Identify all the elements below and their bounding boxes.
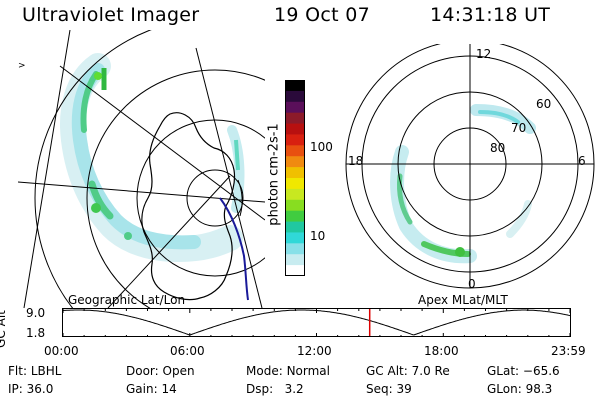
mlt-label-0: 0 xyxy=(468,277,476,291)
colorbar-stripe xyxy=(285,199,305,212)
color-scale-bar xyxy=(285,80,305,276)
glon-value: 98.3 xyxy=(525,382,553,396)
geographic-map: > xyxy=(18,30,265,308)
timeline-xtick-0600: 06:00 xyxy=(170,344,205,358)
timeline-ytick-max: 9.0 xyxy=(26,306,46,320)
image-date: 19 Oct 07 xyxy=(274,4,370,26)
instrument-title: Ultraviolet Imager xyxy=(22,4,200,26)
map-corner-mark: > xyxy=(18,61,26,71)
door-label: Door: xyxy=(126,364,159,378)
geographic-grid xyxy=(18,30,265,308)
antarctica-coastline xyxy=(141,112,236,301)
dsp-value: 3.2 xyxy=(284,382,304,396)
timeline-tick-marks xyxy=(62,309,571,337)
colorbar-stripe xyxy=(285,167,305,179)
colorbar-stripe xyxy=(285,112,305,125)
mlat-label-70: 70 xyxy=(511,121,527,135)
colorbar-stripe xyxy=(285,254,305,266)
aurora-emission-polar xyxy=(390,104,536,264)
colorbar-stripe xyxy=(285,221,305,234)
gain-value: 14 xyxy=(161,382,177,396)
seq-label: Seq: xyxy=(366,382,393,396)
geographic-map-content xyxy=(18,30,265,308)
colorbar-stripe xyxy=(285,188,305,201)
timeline-ytick-min: 1.8 xyxy=(26,326,46,340)
mlat-mlt-polar-plot xyxy=(345,44,595,289)
gain-label: Gain: xyxy=(126,382,158,396)
glat-label: GLat: xyxy=(487,364,520,378)
timeline-xtick-2359: 23:59 xyxy=(551,344,586,358)
colorbar-stripe xyxy=(285,243,305,255)
glon-label: GLon: xyxy=(487,382,522,396)
dsp-label: Dsp: xyxy=(246,382,274,396)
mode-label: Mode: xyxy=(246,364,283,378)
colorbar-stripe xyxy=(285,80,305,92)
altitude-timeline xyxy=(62,308,571,337)
mlat-label-80: 80 xyxy=(490,141,506,155)
colorbar-unit-label: photon cm-2s-1 xyxy=(266,123,282,226)
image-time: 14:31:18 UT xyxy=(430,4,551,26)
filter-value: LBHL xyxy=(30,364,62,378)
filter-label: Flt: xyxy=(8,364,27,378)
door-value: Open xyxy=(162,364,195,378)
altitude-curve xyxy=(62,309,571,336)
polar-plot-label: Apex MLat/MLT xyxy=(418,293,508,307)
colorbar-stripe xyxy=(285,178,305,190)
timeline-xtick-0000: 00:00 xyxy=(44,344,79,358)
geographic-map-label: Geographic Lat/Lon xyxy=(68,293,186,307)
mode-value: Normal xyxy=(286,364,330,378)
colorbar-stripe xyxy=(285,156,305,168)
gc-alt-label: GC Alt: xyxy=(366,364,408,378)
timeline-xtick-1800: 18:00 xyxy=(424,344,459,358)
colorbar-stripe xyxy=(285,265,305,276)
seq-value: 39 xyxy=(396,382,412,396)
mlt-label-6: 6 xyxy=(578,154,586,168)
colorbar-stripe xyxy=(285,101,305,114)
colorbar-stripe xyxy=(285,123,305,136)
mlt-label-18: 18 xyxy=(348,154,364,168)
colorbar-stripe xyxy=(285,134,305,146)
colorbar-stripe xyxy=(285,90,305,103)
ip-value: 36.0 xyxy=(26,382,54,396)
aurora-emission-geo xyxy=(60,53,245,262)
timeline-axis-title: GC Alt xyxy=(0,310,8,348)
colorbar-tick-10: 10 xyxy=(310,229,326,243)
polar-grid xyxy=(345,44,595,289)
satellite-track xyxy=(219,197,249,301)
coastline-segment xyxy=(237,179,243,217)
mlat-label-60: 60 xyxy=(536,97,552,111)
gc-alt-value: 7.0 Re xyxy=(411,364,450,378)
ip-label: IP: xyxy=(8,382,23,396)
mlt-label-12: 12 xyxy=(476,47,492,61)
colorbar-tick-100: 100 xyxy=(310,140,333,154)
colorbar-stripe xyxy=(285,145,305,157)
colorbar-stripe xyxy=(285,232,305,244)
timeline-xtick-1200: 12:00 xyxy=(297,344,332,358)
colorbar-stripe xyxy=(285,210,305,223)
glat-value: −65.6 xyxy=(522,364,560,378)
